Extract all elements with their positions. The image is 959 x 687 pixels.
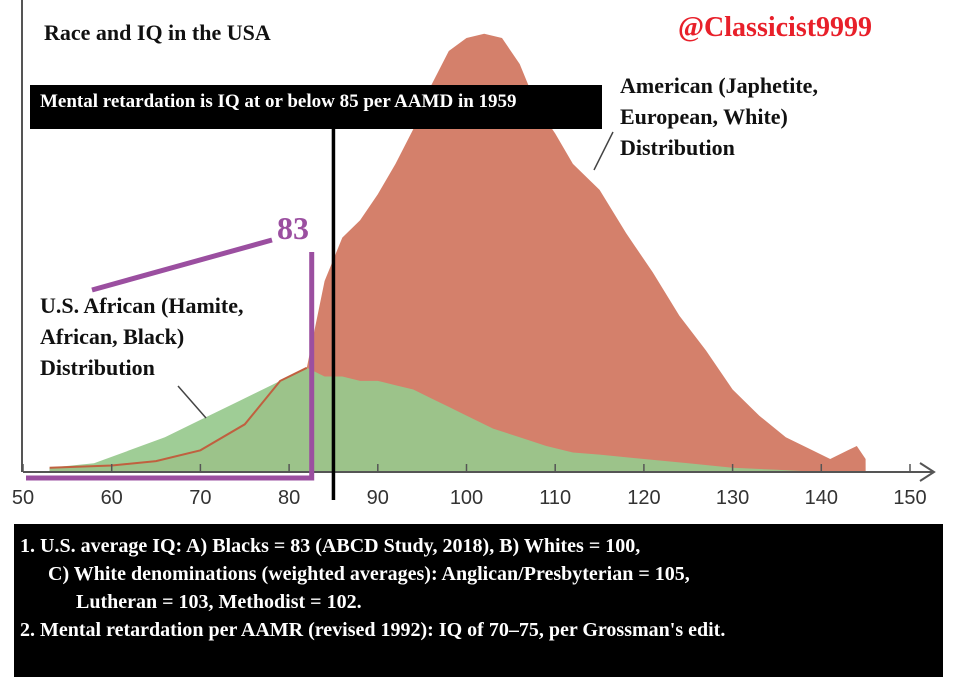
x-tick-label: 120 bbox=[627, 487, 660, 509]
black-distribution-label: U.S. African (Hamite, African, Black) Di… bbox=[40, 290, 243, 383]
x-axis-arrow-icon bbox=[919, 462, 936, 482]
marker-83-bracket bbox=[26, 252, 315, 481]
footnotes-box: 1. U.S. average IQ: A) Blacks = 83 (ABCD… bbox=[14, 524, 943, 677]
x-tick-label: 80 bbox=[278, 487, 300, 509]
x-tick-label: 50 bbox=[12, 487, 34, 509]
marker-83-label: 83 bbox=[277, 210, 309, 246]
white-label-line-3: Distribution bbox=[620, 135, 735, 160]
white-distribution-label: American (Japhetite, European, White) Di… bbox=[620, 70, 818, 163]
marker-83-pointer bbox=[91, 237, 273, 293]
black-label-line-2: African, Black) bbox=[40, 324, 185, 349]
x-tick-label: 140 bbox=[805, 487, 838, 509]
footnote-1a: 1. U.S. average IQ: A) Blacks = 83 (ABCD… bbox=[20, 535, 641, 557]
x-tick-label: 70 bbox=[189, 487, 211, 509]
x-tick-label: 60 bbox=[101, 487, 123, 509]
white-label-line-2: European, White) bbox=[620, 104, 788, 129]
x-tick-label: 100 bbox=[450, 487, 483, 509]
black-distribution-area bbox=[49, 367, 822, 472]
black-label-leader bbox=[177, 385, 207, 419]
threshold-note: Mental retardation is IQ at or below 85 … bbox=[30, 85, 602, 129]
footnote-1b: C) White denominations (weighted average… bbox=[48, 563, 690, 585]
chart-title: Race and IQ in the USA bbox=[44, 20, 271, 45]
x-tick-label: 130 bbox=[716, 487, 749, 509]
footnote-1c: Lutheran = 103, Methodist = 102. bbox=[76, 591, 362, 613]
x-tick-label: 90 bbox=[367, 487, 389, 509]
footnote-2: 2. Mental retardation per AAMR (revised … bbox=[20, 619, 726, 641]
black-label-line-3: Distribution bbox=[40, 355, 155, 380]
white-distribution-area bbox=[49, 33, 866, 472]
x-tick-label: 150 bbox=[893, 487, 926, 509]
iq-distribution-chart: 50 60 70 80 90 100 110 120 130 140 150 bbox=[12, 0, 936, 509]
white-label-leader bbox=[593, 131, 614, 171]
black-label-line-1: U.S. African (Hamite, bbox=[40, 293, 244, 318]
white-label-line-1: American (Japhetite, bbox=[620, 73, 818, 98]
x-tick-label: 110 bbox=[539, 487, 571, 509]
author-handle: @Classicist9999 bbox=[678, 12, 873, 43]
